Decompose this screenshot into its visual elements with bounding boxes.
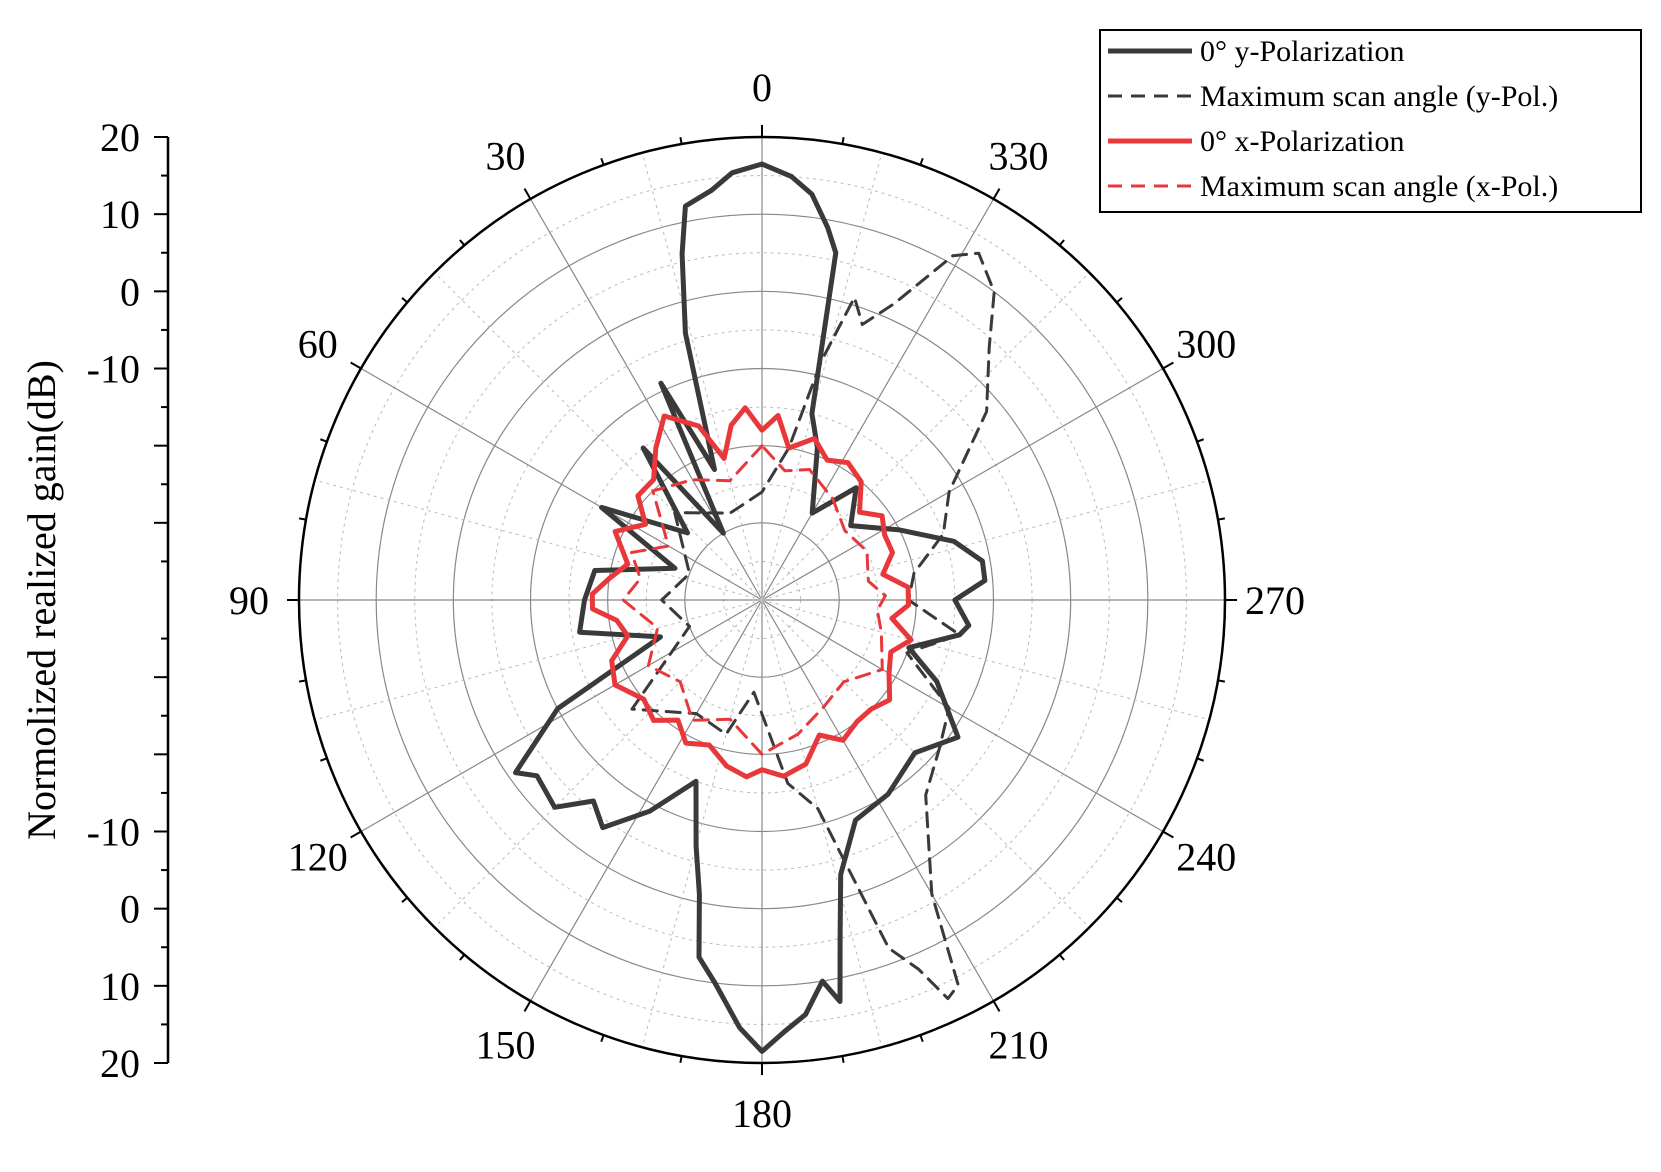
angle-label: 90 xyxy=(229,578,269,623)
angle-tick xyxy=(1196,438,1204,443)
angle-tick xyxy=(1116,297,1123,304)
legend-label: Maximum scan angle (x-Pol.) xyxy=(1200,170,1558,203)
angle-tick xyxy=(523,188,532,200)
radial-tick-label: -10 xyxy=(87,347,140,392)
angle-tick xyxy=(320,438,328,443)
grid-spoke xyxy=(761,367,1164,601)
angle-tick xyxy=(350,830,362,839)
series-line-3 xyxy=(589,405,914,780)
legend-label: Maximum scan angle (y-Pol.) xyxy=(1200,80,1558,113)
grid-spoke-minor xyxy=(314,479,763,601)
angle-label: 240 xyxy=(1176,835,1236,880)
y-axis-label: Normolized realized gain(dB) xyxy=(19,360,64,840)
angle-label: 60 xyxy=(298,322,338,367)
angle-tick xyxy=(841,136,845,145)
angle-tick xyxy=(992,1000,1001,1012)
angle-label: 120 xyxy=(288,835,348,880)
legend-box xyxy=(1099,29,1642,213)
series-line-4 xyxy=(621,444,887,756)
grid-spoke-minor xyxy=(761,599,1210,721)
grid-spoke-minor xyxy=(761,479,1210,601)
legend-label: 0° x-Polarization xyxy=(1200,125,1404,158)
legend: 0° y-Polarization Maximum scan angle (y-P… xyxy=(1099,29,1642,213)
angle-tick xyxy=(320,757,328,762)
angle-tick xyxy=(459,954,466,961)
angle-label: 330 xyxy=(989,134,1049,179)
grid-spoke xyxy=(360,367,763,601)
angle-label: 0 xyxy=(752,65,772,110)
angle-tick xyxy=(1162,361,1174,370)
grid-spoke xyxy=(529,198,763,601)
radial-tick-label: 0 xyxy=(120,269,140,314)
grid-spoke xyxy=(529,599,763,1002)
radial-tick-label: 10 xyxy=(100,192,140,237)
grid-spoke-minor xyxy=(434,599,763,928)
angle-label: 150 xyxy=(476,1022,536,1067)
angle-tick xyxy=(1217,679,1226,683)
angle-tick xyxy=(679,136,683,145)
radial-axis: 20 10 0 -10 -10 0 10 20 xyxy=(87,115,170,1086)
angle-label: 210 xyxy=(989,1022,1049,1067)
radial-tick-label: -10 xyxy=(87,810,140,855)
radial-tick-label: 0 xyxy=(120,887,140,932)
angle-tick xyxy=(992,188,1001,200)
angle-tick xyxy=(1217,517,1226,521)
radial-tick-label: 10 xyxy=(100,964,140,1009)
radial-tick-label: 20 xyxy=(100,115,140,160)
grid-spoke-minor xyxy=(641,599,763,1048)
angle-labels: 0 30 60 90 120 150 180 210 240 270 300 330 xyxy=(229,65,1305,1136)
angle-tick xyxy=(298,679,307,683)
grid-spoke-minor xyxy=(761,152,883,601)
grid-spoke-minor xyxy=(314,599,763,721)
angle-tick xyxy=(600,158,605,166)
angle-label: 180 xyxy=(732,1091,792,1136)
angle-tick xyxy=(841,1055,845,1064)
angle-tick xyxy=(600,1034,605,1042)
grid-spoke-minor xyxy=(434,272,763,601)
series-layer xyxy=(513,161,996,1054)
angle-tick xyxy=(1162,830,1174,839)
radial-tick-label: 20 xyxy=(100,1041,140,1086)
angle-tick xyxy=(1058,954,1065,961)
angle-tick xyxy=(1058,239,1065,246)
angle-label: 270 xyxy=(1245,578,1305,623)
grid-spoke-minor xyxy=(641,152,763,601)
angle-tick xyxy=(1116,896,1123,903)
angle-tick xyxy=(459,239,466,246)
angle-tick xyxy=(350,361,362,370)
angle-tick xyxy=(919,158,924,166)
angle-tick xyxy=(1196,757,1204,762)
angle-label: 30 xyxy=(486,134,526,179)
series-line-1 xyxy=(513,161,988,1054)
angle-tick xyxy=(523,1000,532,1012)
series-line-2 xyxy=(630,251,996,1001)
grid-spoke xyxy=(761,198,995,601)
grid-spoke-minor xyxy=(761,272,1090,601)
polar-grid xyxy=(287,125,1237,1075)
angle-tick xyxy=(298,517,307,521)
angle-tick xyxy=(401,297,408,304)
angle-tick xyxy=(679,1055,683,1064)
angle-tick xyxy=(401,896,408,903)
legend-label: 0° y-Polarization xyxy=(1200,35,1404,68)
angle-tick xyxy=(919,1034,924,1042)
angle-label: 300 xyxy=(1176,322,1236,367)
grid-spoke-minor xyxy=(761,599,883,1048)
grid-spoke-minor xyxy=(761,599,1090,928)
grid-spoke xyxy=(360,599,763,833)
grid-spoke xyxy=(761,599,1164,833)
